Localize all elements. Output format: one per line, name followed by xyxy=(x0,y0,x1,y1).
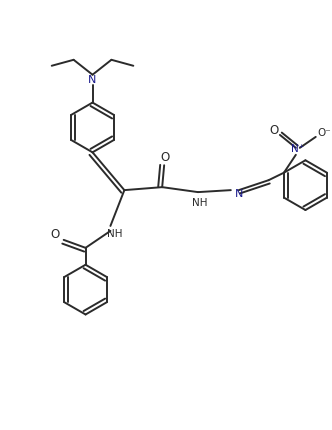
Text: O: O xyxy=(269,124,279,137)
Text: N: N xyxy=(235,189,243,199)
Text: O: O xyxy=(50,228,59,241)
Text: O: O xyxy=(161,150,170,163)
Text: NH: NH xyxy=(107,228,122,238)
Text: O⁻: O⁻ xyxy=(318,128,332,138)
Text: NH: NH xyxy=(192,198,208,208)
Text: N⁺: N⁺ xyxy=(291,144,304,154)
Text: N: N xyxy=(88,74,97,85)
